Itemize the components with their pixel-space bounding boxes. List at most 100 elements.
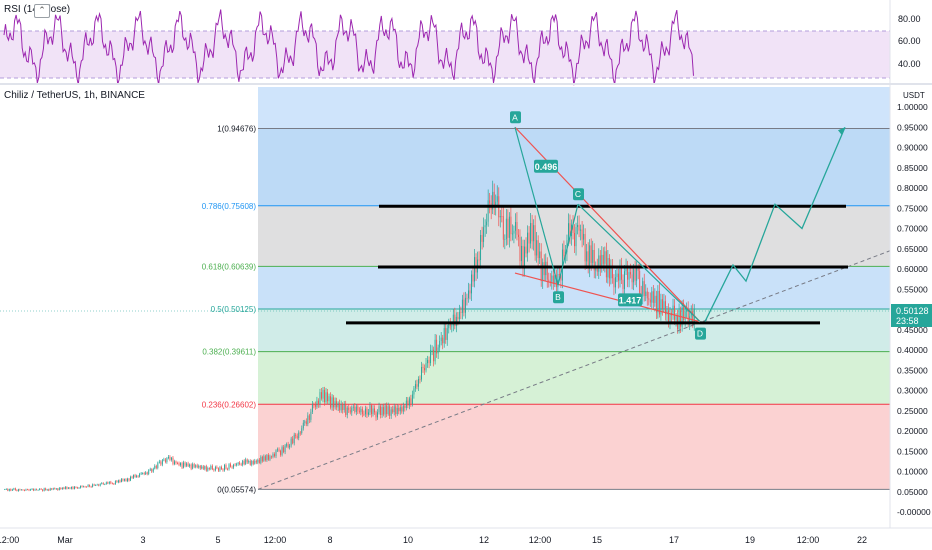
- candle-body: [381, 407, 383, 416]
- candle-body: [645, 291, 647, 296]
- price-axis[interactable]: 1.00000 0.95000 0.90000 0.85000 0.80000 0.750…: [897, 102, 931, 517]
- candle-body: [354, 406, 356, 412]
- candle-body: [34, 489, 36, 491]
- candle-body: [28, 489, 30, 491]
- candle-body: [421, 366, 422, 380]
- wedge-lower-line[interactable]: [514, 272, 701, 323]
- pattern-point-label: B: [555, 292, 561, 302]
- collapse-indicator-button[interactable]: ⌃: [34, 4, 50, 18]
- candle-body: [439, 341, 441, 348]
- candle-body: [534, 225, 536, 256]
- drawings[interactable]: A B C D 0.496 1.417: [257, 111, 891, 490]
- candle-body: [398, 408, 400, 412]
- pattern-leg[interactable]: [514, 127, 559, 286]
- candle-body: [64, 486, 66, 489]
- candle-body: [343, 404, 345, 410]
- candle-body: [39, 488, 41, 490]
- candle-body: [264, 456, 266, 461]
- candle-body: [139, 474, 141, 477]
- candle-body: [193, 464, 195, 467]
- candle-body: [428, 359, 430, 364]
- pattern-point-badge[interactable]: [573, 188, 584, 201]
- candle-body: [167, 456, 169, 459]
- candle-body: [592, 249, 594, 263]
- candle-body: [80, 485, 81, 488]
- time-axis-tick: 5: [215, 535, 220, 545]
- candle-body: [557, 274, 559, 288]
- candle-body: [396, 408, 398, 415]
- candle-body: [434, 339, 436, 362]
- candle-body: [280, 450, 282, 455]
- candle-body: [42, 489, 44, 491]
- candle-body: [504, 239, 506, 240]
- candle-body: [174, 461, 175, 465]
- candle-body: [287, 444, 289, 448]
- trendline[interactable]: [257, 250, 891, 490]
- candle-body: [543, 262, 545, 276]
- candle-body: [445, 328, 447, 340]
- candle-body: [184, 462, 186, 466]
- pattern-leg[interactable]: [577, 203, 701, 323]
- rsi-axis-tick: 40.00: [898, 59, 921, 69]
- wedge-upper-line[interactable]: [514, 126, 701, 323]
- pattern-point-badge[interactable]: [553, 291, 564, 304]
- candle-body: [661, 299, 663, 310]
- candle-body: [537, 240, 539, 259]
- candle-body: [427, 359, 428, 364]
- candle-body: [155, 465, 157, 468]
- candle-body: [636, 268, 638, 281]
- candle-body: [536, 240, 538, 256]
- candle-body: [40, 488, 42, 490]
- current-price-bg: [891, 304, 932, 327]
- ratio-badge[interactable]: [618, 293, 642, 307]
- candle-body: [314, 404, 316, 407]
- candle-body: [360, 408, 362, 413]
- fib-labels: 1(0.94676) 0.786(0.75608) 0.618(0.60639) 0.…: [202, 125, 257, 495]
- candle-body: [563, 249, 565, 256]
- pattern-point-badge[interactable]: [510, 111, 521, 124]
- candle-body: [45, 488, 47, 491]
- price-axis-tick: 0.85000: [897, 163, 928, 173]
- candle-body: [299, 432, 301, 434]
- candle-body: [54, 488, 56, 490]
- candle-body: [322, 389, 324, 399]
- projection-path[interactable]: [704, 127, 846, 322]
- candle-body: [311, 404, 313, 412]
- time-axis[interactable]: 12:00 Mar 3 5 12:00 8 10 12 12:00 15 17 19 12:00 22: [0, 535, 867, 545]
- rsi-pane[interactable]: 80.00 60.00 40.00: [0, 9, 932, 86]
- candle-body: [98, 484, 100, 486]
- pattern-leg[interactable]: [557, 204, 579, 286]
- candle-body: [358, 410, 360, 413]
- candle-body: [380, 406, 382, 416]
- candle-body: [151, 469, 153, 472]
- pattern-point-badge[interactable]: [695, 327, 706, 340]
- candle-body: [122, 479, 124, 481]
- ratio-badge[interactable]: [534, 159, 558, 173]
- candle-body: [319, 392, 321, 405]
- symbol-title[interactable]: Chiliz / TetherUS, 1h, BINANCE: [4, 90, 145, 101]
- candle-body: [508, 216, 510, 238]
- candle-body: [25, 489, 27, 491]
- candle-body: [328, 396, 330, 402]
- candle-body: [686, 308, 688, 312]
- candle-body: [298, 432, 300, 439]
- candle-body: [437, 347, 439, 354]
- candle-body: [160, 461, 162, 465]
- candle-body: [325, 392, 327, 403]
- candle-body: [505, 218, 507, 240]
- fib-level-label: 0.382(0.39611): [202, 348, 256, 357]
- candle-body: [243, 460, 245, 465]
- candle-body: [628, 272, 630, 280]
- candle-body: [589, 245, 591, 269]
- candle-body: [480, 235, 482, 260]
- candle-body: [327, 392, 328, 402]
- candle-body: [228, 464, 230, 470]
- candle-body: [487, 200, 489, 222]
- candle-body: [43, 488, 45, 491]
- candle-body: [245, 459, 247, 465]
- candle-body: [581, 229, 583, 240]
- candle-body: [78, 487, 80, 489]
- candle-body: [613, 278, 615, 288]
- candle-body: [258, 459, 260, 463]
